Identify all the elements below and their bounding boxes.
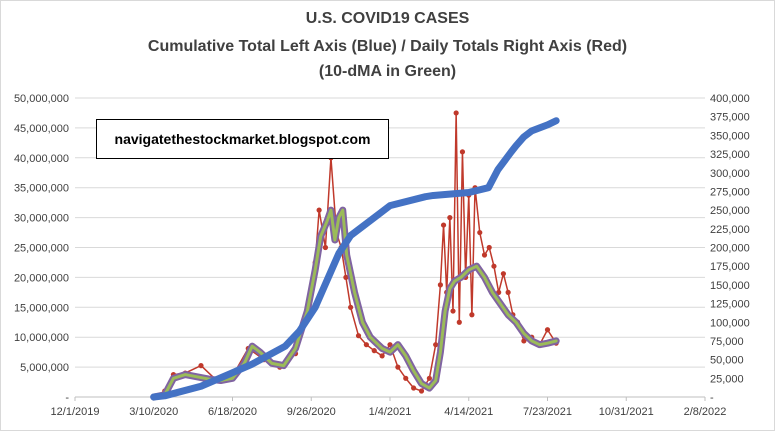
right-tick-label: 325,000 [710, 149, 750, 161]
daily-totals-point [348, 304, 354, 310]
chart-title: U.S. COVID19 CASES [305, 10, 470, 27]
left-tick-label: 25,000,000 [14, 243, 69, 255]
daily-totals-point [469, 312, 475, 318]
daily-totals-point [403, 375, 409, 381]
right-tick-label: 125,000 [710, 299, 750, 311]
right-tick-label: 25,000 [710, 373, 744, 385]
daily-totals-point [544, 327, 551, 333]
daily-totals-point [433, 342, 439, 348]
daily-totals-point [437, 282, 443, 288]
daily-totals-point [322, 244, 329, 251]
daily-totals-point [456, 319, 462, 325]
daily-totals-point [418, 388, 425, 394]
x-tick-label: 3/10/2020 [129, 406, 178, 418]
daily-totals-point [450, 308, 456, 314]
left-tick-label: 30,000,000 [14, 213, 69, 225]
x-tick-label: 6/18/2020 [208, 406, 257, 418]
right-tick-label: 100,000 [710, 317, 750, 329]
daily-totals-point [316, 207, 322, 213]
cumulative-total-line [150, 117, 560, 401]
daily-totals-point [395, 364, 401, 370]
right-tick-label: 225,000 [710, 224, 750, 236]
right-tick-label: 150,000 [710, 280, 750, 292]
daily-totals-point [426, 375, 432, 381]
x-tick-label: 9/26/2020 [287, 406, 336, 418]
left-axis: - 5,000,000 10,000,000 15,000,000 20,000,000… [14, 93, 69, 404]
x-tick-label: 12/1/2019 [51, 406, 100, 418]
x-tick-label: 10/31/2021 [599, 406, 654, 418]
right-tick-label: 200,000 [710, 243, 750, 255]
daily-totals-point [491, 263, 497, 269]
series-layer [150, 110, 560, 401]
daily-totals-point [355, 333, 362, 339]
moving-average-underlay [150, 206, 560, 401]
daily-totals-point [486, 244, 492, 251]
right-tick-label: 50,000 [710, 355, 744, 367]
left-tick-label: 40,000,000 [14, 153, 69, 165]
x-tick-label: 7/23/2021 [523, 406, 572, 418]
daily-totals-point [198, 363, 204, 369]
right-axis: - 25,000 50,000 75,000 100,000 125,000 150,000… [710, 93, 750, 404]
left-tick-label: 5,000,000 [20, 362, 69, 374]
daily-totals-point [447, 215, 453, 221]
x-tick-label: 1/4/2021 [369, 406, 412, 418]
daily-totals-point [481, 252, 488, 258]
x-tick-label: 2/8/2022 [684, 406, 727, 418]
right-tick-label: 275,000 [710, 186, 750, 198]
daily-totals-point [363, 342, 369, 348]
daily-totals-point [411, 385, 417, 391]
daily-totals-point [477, 229, 483, 236]
daily-totals-point [521, 338, 527, 344]
daily-totals-point [500, 271, 506, 277]
left-tick-label: - [65, 392, 69, 404]
x-axis: 12/1/2019 3/10/2020 6/18/2020 9/26/2020 1/4/… [51, 397, 727, 418]
daily-totals-point [343, 274, 349, 280]
left-tick-label: 45,000,000 [14, 123, 69, 135]
left-tick-label: 10,000,000 [14, 332, 69, 344]
daily-totals-point [453, 110, 459, 116]
right-tick-label: 375,000 [710, 112, 750, 124]
right-tick-label: 75,000 [710, 336, 744, 348]
chart-subtitle-2: (10-dMA in Green) [318, 63, 457, 80]
right-tick-label: - [710, 392, 714, 404]
right-tick-label: 250,000 [710, 205, 750, 217]
right-tick-label: 300,000 [710, 168, 750, 180]
left-tick-label: 35,000,000 [14, 183, 69, 195]
left-tick-label: 15,000,000 [14, 302, 69, 314]
right-tick-label: 350,000 [710, 130, 750, 142]
daily-totals-point [387, 342, 393, 348]
daily-totals-point [379, 353, 385, 359]
daily-totals-point [371, 348, 377, 354]
chart-subtitle-1: Cumulative Total Left Axis (Blue) / Dail… [147, 38, 628, 55]
moving-average-line [152, 208, 558, 399]
daily-totals-point [505, 289, 511, 295]
x-tick-label: 4/14/2021 [444, 406, 493, 418]
right-tick-label: 400,000 [710, 93, 750, 105]
right-tick-label: 175,000 [710, 261, 750, 273]
blog-watermark: navigatethestockmarket.blogspot.com [96, 119, 389, 159]
left-tick-label: 50,000,000 [14, 93, 69, 105]
daily-totals-point [459, 149, 466, 155]
daily-totals-point [440, 222, 447, 228]
left-tick-label: 20,000,000 [14, 272, 69, 284]
